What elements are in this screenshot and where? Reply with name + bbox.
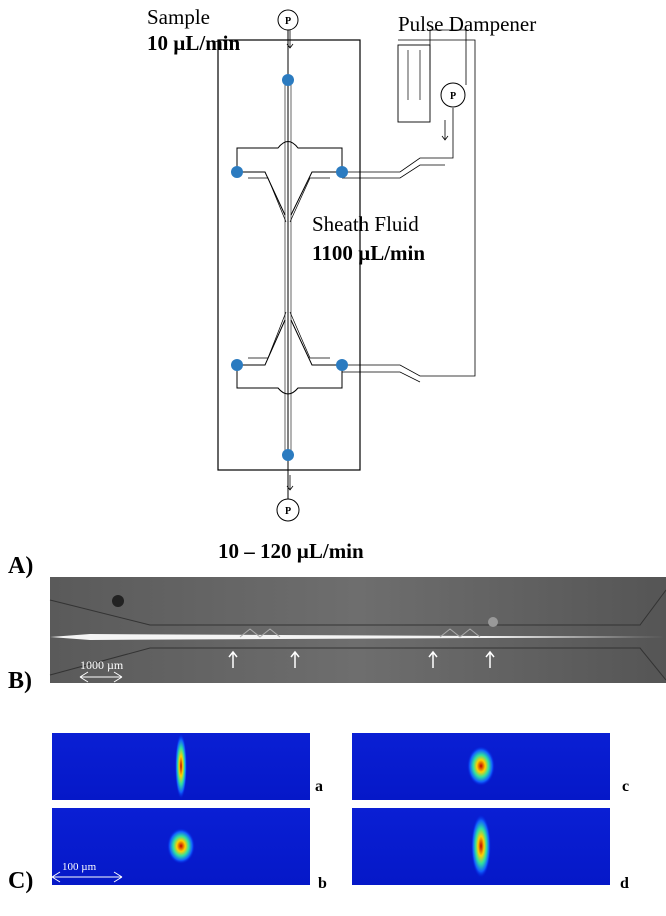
marker-label: d bbox=[485, 693, 495, 712]
sample-rate: 10 µL/min bbox=[147, 31, 241, 55]
pump-label: P bbox=[285, 16, 291, 27]
scale-label: 100 µm bbox=[62, 861, 97, 873]
marker-label: a bbox=[229, 693, 238, 712]
micrograph bbox=[49, 577, 666, 683]
image-label: b bbox=[318, 875, 327, 892]
pulse-dampener-label: Pulse Dampener bbox=[398, 12, 536, 36]
chip-diagram bbox=[217, 9, 476, 522]
simulation-images bbox=[51, 733, 610, 885]
pump-label: P bbox=[285, 506, 291, 517]
marker-label: b bbox=[290, 693, 299, 712]
panel-label: B) bbox=[8, 668, 32, 694]
port-dots bbox=[231, 74, 348, 461]
sheath-name: Sheath Fluid bbox=[312, 212, 419, 236]
sample-name: Sample bbox=[147, 5, 210, 29]
image-label: a bbox=[315, 778, 323, 795]
scale-label: 1000 µm bbox=[80, 658, 124, 672]
image-label: d bbox=[620, 875, 629, 892]
sheath-rate: 1100 µL/min bbox=[312, 241, 425, 265]
marker-label: c bbox=[429, 693, 437, 712]
outlet-rate: 10 – 120 µL/min bbox=[218, 539, 364, 563]
image-label: c bbox=[622, 778, 629, 795]
panel-label: C) bbox=[8, 868, 33, 894]
panel-label: A) bbox=[8, 553, 33, 579]
pump-label: P bbox=[450, 91, 456, 102]
